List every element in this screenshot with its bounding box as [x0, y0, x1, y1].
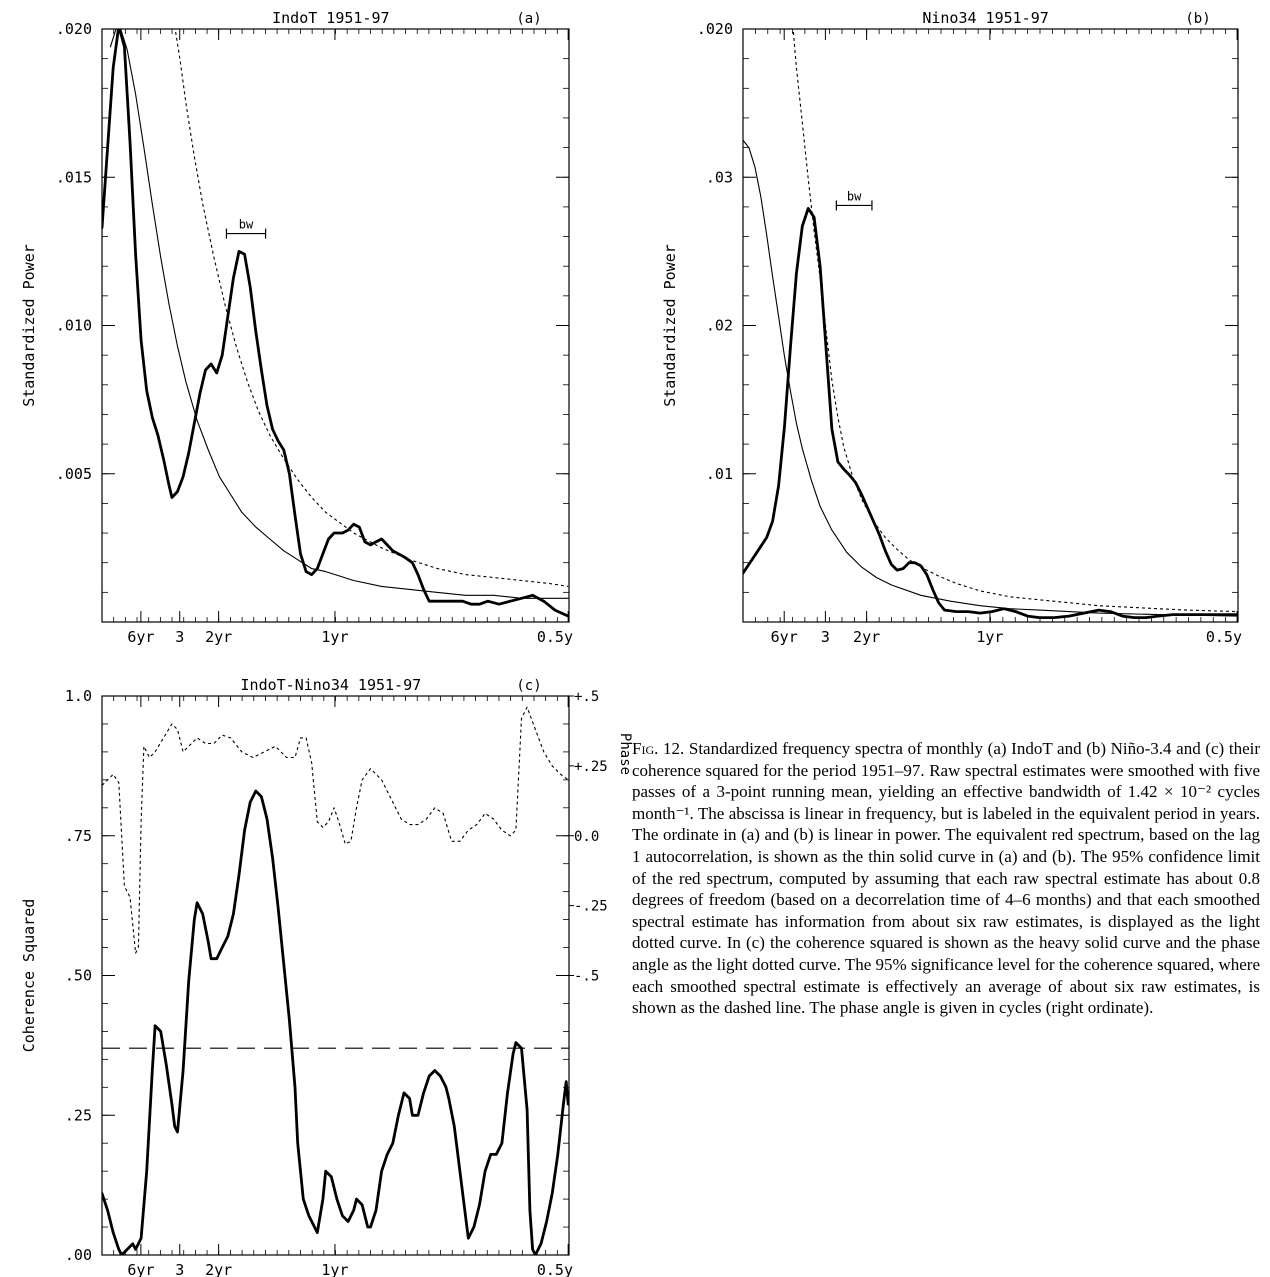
- x-tick-label: 0.5y: [1206, 628, 1242, 646]
- series-heavy-line: [102, 29, 569, 618]
- y2-axis-label: Phase: [617, 733, 633, 775]
- y-tick-label: .020: [697, 20, 733, 38]
- chart-title: IndoT 1951-97: [272, 9, 389, 27]
- x-tick-label: 2yr: [853, 628, 880, 646]
- y-tick-label: .00: [65, 1246, 92, 1264]
- x-tick-label: 1yr: [321, 1261, 348, 1277]
- caption-text: Standardized frequency spectra of monthl…: [632, 739, 1260, 1018]
- y-tick-label: .03: [706, 168, 733, 186]
- x-tick-label: 3: [175, 628, 184, 646]
- series-dotted-line: [792, 31, 1238, 613]
- y2-tick-label: 0.0: [574, 829, 599, 845]
- chart-title: Nino34 1951-97: [922, 9, 1048, 27]
- y2-tick-label: -.5: [574, 969, 599, 985]
- series-dotted-line: [102, 706, 569, 954]
- x-tick-label: 6yr: [127, 628, 154, 646]
- bw-label: bw: [847, 189, 862, 203]
- x-tick-label: 3: [821, 628, 830, 646]
- series-heavy-line: [743, 207, 1238, 619]
- x-tick-label: 6yr: [771, 628, 798, 646]
- chart-title: IndoT-Nino34 1951-97: [241, 676, 422, 694]
- panel-label: (a): [516, 11, 541, 27]
- panel-c-coherence: 6yr 3 2yr 1yr 0.5y .00 .25 .50 .75 1.0 +.5 +.25 0.0 -…: [20, 676, 633, 1277]
- series-thin-line: [109, 29, 569, 599]
- y-tick-label: .25: [65, 1106, 92, 1124]
- y2-tick-label: +.5: [574, 689, 599, 705]
- caption-label: Fig. 12.: [632, 739, 685, 758]
- plot-frame: [742, 28, 1239, 623]
- y2-tick-label: -.25: [574, 899, 608, 915]
- panel-b-nino34-spectrum: 6yr 3 2yr 1yr 0.5y .01 .02 .03 .020 Nino34 1951-9…: [661, 9, 1242, 646]
- y-tick-label: .020: [56, 20, 92, 38]
- x-tick-label: 0.5y: [537, 1261, 573, 1277]
- series-dotted-line: [174, 29, 569, 587]
- series-heavy-line: [102, 789, 569, 1255]
- x-tick-label: 0.5y: [537, 628, 573, 646]
- x-tick-label: 2yr: [205, 628, 232, 646]
- y-tick-label: .02: [706, 317, 733, 335]
- y-tick-label: .01: [706, 465, 733, 483]
- y2-tick-label: +.25: [574, 759, 608, 775]
- y-tick-label: .005: [56, 465, 92, 483]
- y-axis-label: Standardized Power: [661, 244, 679, 407]
- panel-a-indot-spectrum: 6yr 3 2yr 1yr 0.5y .005 .010 .015 .020 IndoT 1951…: [20, 9, 573, 646]
- bw-label: bw: [239, 218, 254, 232]
- y-tick-label: 1.0: [65, 687, 92, 705]
- x-tick-label: 2yr: [205, 1261, 232, 1277]
- y-axis-label: Standardized Power: [20, 244, 38, 407]
- x-tick-label: 3: [175, 1261, 184, 1277]
- panel-label: (b): [1185, 11, 1210, 27]
- figure-caption: Fig. 12. Standardized frequency spectra …: [632, 738, 1260, 1019]
- y-tick-label: .015: [56, 168, 92, 186]
- x-tick-label: 6yr: [127, 1261, 154, 1277]
- y-tick-label: .010: [56, 317, 92, 335]
- y-tick-label: .75: [65, 827, 92, 845]
- y-axis-label: Coherence Squared: [20, 899, 38, 1053]
- series-thin-line: [743, 139, 1238, 617]
- y-tick-label: .50: [65, 967, 92, 985]
- x-tick-label: 1yr: [976, 628, 1003, 646]
- panel-label: (c): [516, 678, 541, 694]
- x-tick-label: 1yr: [321, 628, 348, 646]
- plot-frame: [101, 695, 570, 1256]
